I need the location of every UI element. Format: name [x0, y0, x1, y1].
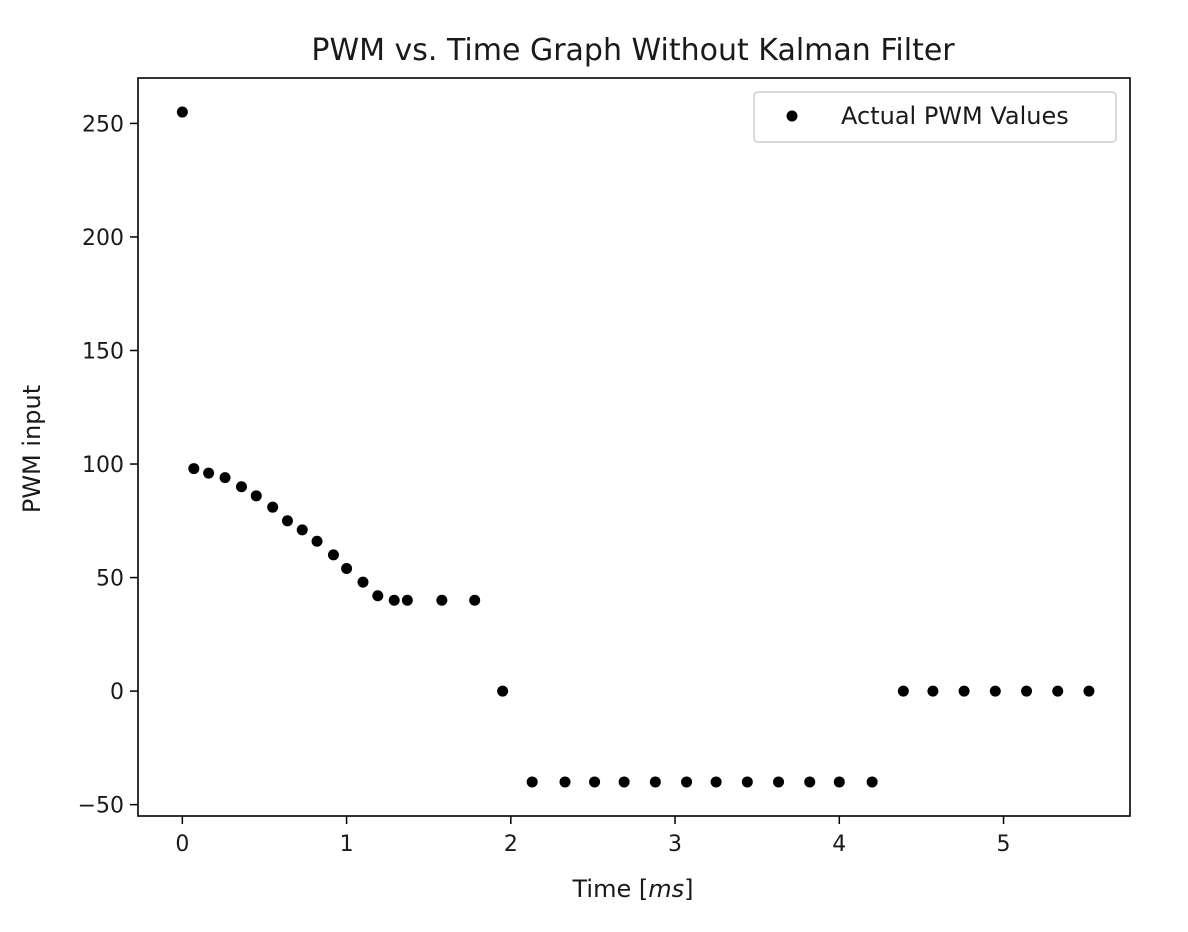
data-point	[589, 776, 601, 788]
legend-marker	[786, 110, 798, 122]
y-axis-label: PWM input	[18, 385, 46, 513]
data-point	[773, 776, 785, 788]
data-point	[311, 535, 323, 547]
data-point	[357, 576, 369, 588]
y-tick-label: 50	[96, 567, 124, 592]
x-tick-label: 1	[340, 832, 354, 857]
data-point	[327, 549, 339, 561]
x-tick-label: 3	[668, 832, 682, 857]
data-point	[219, 472, 231, 484]
data-point	[372, 590, 384, 602]
x-tick-label: 4	[832, 832, 846, 857]
x-axis-label-unit: ms	[648, 875, 684, 903]
data-point	[235, 481, 247, 493]
x-axis-label: Time [ms]	[572, 875, 694, 903]
data-point	[267, 501, 279, 513]
data-point	[618, 776, 630, 788]
x-tick-label: 5	[997, 832, 1011, 857]
y-axis: −50 0 50 100 150 200 250	[78, 112, 138, 819]
x-tick-label: 0	[175, 832, 189, 857]
x-axis-label-suffix: ]	[684, 875, 693, 903]
data-point	[203, 467, 215, 479]
data-point	[341, 562, 353, 574]
data-point	[188, 463, 200, 475]
data-point	[436, 594, 448, 606]
data-point	[927, 685, 939, 697]
data-point	[681, 776, 693, 788]
legend: Actual PWM Values	[753, 91, 1117, 143]
data-point	[958, 685, 970, 697]
data-point	[897, 685, 909, 697]
data-point	[469, 594, 481, 606]
legend-label: Actual PWM Values	[841, 102, 1069, 130]
y-tick-label: 250	[82, 112, 124, 137]
x-axis: 0 1 2 3 4 5	[175, 816, 1011, 857]
data-point	[1083, 685, 1095, 697]
x-tick-label: 2	[504, 832, 518, 857]
data-point	[649, 776, 661, 788]
data-point	[741, 776, 753, 788]
data-series	[176, 106, 1095, 788]
data-point	[804, 776, 816, 788]
legend-box	[753, 91, 1117, 143]
data-point	[388, 594, 400, 606]
data-point	[710, 776, 722, 788]
x-axis-label-prefix: Time [	[572, 875, 649, 903]
data-point	[296, 524, 308, 536]
data-point	[833, 776, 845, 788]
data-point	[559, 776, 571, 788]
y-tick-label: 150	[82, 339, 124, 364]
data-point	[401, 594, 413, 606]
chart-title: PWM vs. Time Graph Without Kalman Filter	[311, 33, 955, 68]
y-tick-label: 200	[82, 226, 124, 251]
plot-frame	[137, 77, 1131, 817]
data-point	[526, 776, 538, 788]
data-point	[1021, 685, 1033, 697]
y-tick-label: 0	[110, 680, 124, 705]
plot-area	[138, 78, 1130, 816]
y-tick-label: −50	[78, 794, 124, 819]
data-point	[866, 776, 878, 788]
y-tick-label: 100	[82, 453, 124, 478]
plot-background	[138, 78, 1130, 816]
data-point	[1052, 685, 1064, 697]
data-point	[176, 106, 188, 118]
data-point	[250, 490, 262, 502]
data-point	[497, 685, 509, 697]
data-point	[281, 515, 293, 527]
data-point	[989, 685, 1001, 697]
